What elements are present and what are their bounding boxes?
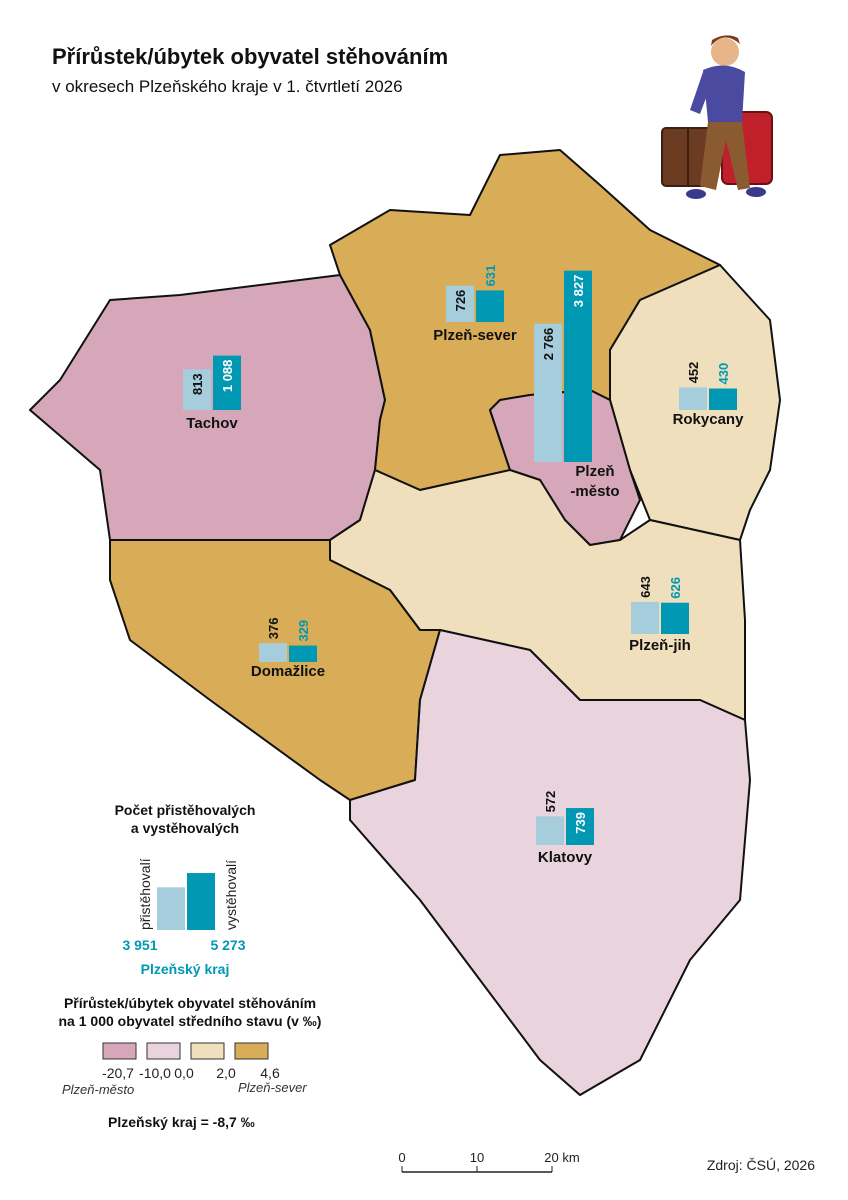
immigrants-bar bbox=[631, 601, 659, 634]
immigrants-bar bbox=[157, 887, 185, 930]
traveller-illustration bbox=[661, 35, 773, 199]
legend-swatch bbox=[146, 1042, 181, 1060]
legend-title: na 1 000 obyvatel středního stavu (v ‰) bbox=[59, 1013, 322, 1029]
legend-swatch bbox=[102, 1042, 137, 1060]
legend-title: Počet přistěhovalých bbox=[115, 802, 256, 818]
legend-swatch bbox=[234, 1042, 269, 1060]
value-label: 572 bbox=[543, 791, 558, 813]
legend-tick-label: 0,0 bbox=[174, 1065, 194, 1081]
value-label: 739 bbox=[573, 812, 588, 834]
district-area bbox=[349, 629, 751, 1096]
value-label: 376 bbox=[266, 617, 281, 639]
district-name: -město bbox=[570, 483, 619, 500]
immigrants-bar bbox=[183, 369, 211, 410]
scale-label: 10 bbox=[470, 1150, 484, 1165]
legend-region: Plzeňský kraj bbox=[141, 961, 230, 977]
value-label: 631 bbox=[483, 265, 498, 287]
legend-swatch bbox=[190, 1042, 225, 1060]
district-name: Plzeň bbox=[575, 463, 614, 480]
immigrants-bar bbox=[259, 643, 287, 662]
value-label: 626 bbox=[668, 577, 683, 599]
legend-title: Přírůstek/úbytek obyvatel stěhováním bbox=[64, 995, 316, 1011]
scale-bar bbox=[401, 1166, 553, 1173]
district-name: Plzeň-jih bbox=[629, 637, 691, 654]
immigrants-bar bbox=[446, 285, 474, 322]
legend-tick-label: -20,7 bbox=[102, 1065, 134, 1081]
legend-title: a vystěhovalých bbox=[131, 820, 239, 836]
immigrants-bar bbox=[536, 816, 564, 845]
district-name: Plzeň-sever bbox=[433, 327, 517, 344]
emigrants-bar bbox=[476, 290, 504, 322]
region-total: Plzeňský kraj = -8,7 ‰ bbox=[108, 1114, 255, 1130]
emigrants-bar bbox=[187, 873, 215, 930]
emigrants-bar bbox=[289, 645, 317, 662]
value-label: 2 766 bbox=[541, 328, 556, 361]
title: Přírůstek/úbytek obyvatel stěhováním bbox=[52, 44, 448, 69]
emigrants-bar bbox=[213, 355, 241, 410]
district-name: Rokycany bbox=[673, 411, 745, 428]
subtitle: v okresech Plzeňského kraje v 1. čtvrtle… bbox=[52, 77, 403, 96]
emigrants-bar bbox=[709, 388, 737, 410]
value-label: 329 bbox=[296, 620, 311, 642]
value-label: 430 bbox=[716, 363, 731, 385]
immigrants-bar bbox=[534, 323, 562, 462]
scale-label: 20 km bbox=[544, 1150, 579, 1165]
legend-out-label: vystěhovalí bbox=[223, 860, 239, 930]
legend-tick-label: 2,0 bbox=[216, 1065, 236, 1081]
legend-tick-label: -10,0 bbox=[139, 1065, 171, 1081]
legend-min-note: Plzeň-město bbox=[62, 1082, 134, 1097]
region-map bbox=[29, 149, 781, 1096]
emigrants-bar bbox=[661, 602, 689, 634]
value-label: 452 bbox=[686, 362, 701, 384]
value-label: 3 827 bbox=[571, 275, 586, 308]
emigrants-bar bbox=[564, 270, 592, 462]
district-name: Klatovy bbox=[538, 849, 593, 866]
value-label: 813 bbox=[190, 373, 205, 395]
scale-label: 0 bbox=[398, 1150, 405, 1165]
immigrants-bar bbox=[679, 387, 707, 410]
legend-value: 5 273 bbox=[210, 937, 245, 953]
value-label: 643 bbox=[638, 576, 653, 598]
value-label: 1 088 bbox=[220, 360, 235, 393]
legend-in-label: přistěhovalí bbox=[137, 858, 153, 930]
value-label: 726 bbox=[453, 290, 468, 312]
legend-max-note: Plzeň-sever bbox=[238, 1080, 307, 1095]
legend-value: 3 951 bbox=[122, 937, 157, 953]
district-name: Domažlice bbox=[251, 663, 325, 680]
district-name: Tachov bbox=[186, 415, 238, 432]
emigrants-bar bbox=[566, 808, 594, 845]
source: Zdroj: ČSÚ, 2026 bbox=[707, 1157, 815, 1173]
legend-tick-label: 4,6 bbox=[260, 1065, 280, 1081]
